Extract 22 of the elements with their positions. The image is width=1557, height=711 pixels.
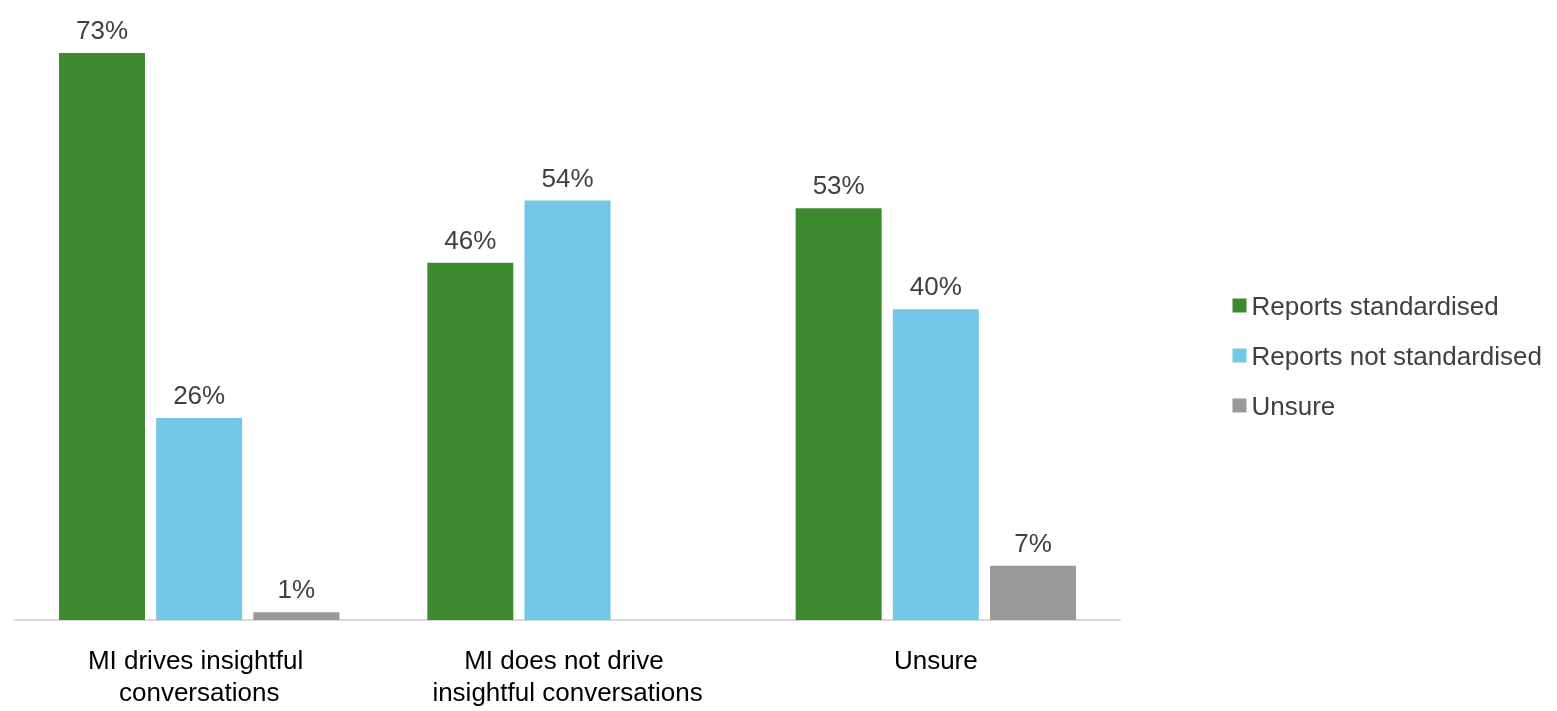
bar xyxy=(427,262,514,620)
bar xyxy=(795,208,882,620)
bar xyxy=(156,418,243,620)
x-tick-label: MI does not drive insightful conversations xyxy=(432,645,703,707)
data-label: 46% xyxy=(444,224,497,255)
data-label: 40% xyxy=(909,271,962,302)
bar xyxy=(990,565,1077,620)
data-label: 26% xyxy=(173,380,226,411)
x-tick-label: MI drives insightful conversations xyxy=(87,645,311,707)
legend-label: Reports not standardised xyxy=(1251,340,1543,371)
data-label: 73% xyxy=(75,15,129,45)
bar xyxy=(253,612,340,620)
bar xyxy=(892,309,979,620)
data-label: 54% xyxy=(541,162,594,193)
bar xyxy=(524,200,611,620)
legend-label: Unsure xyxy=(1251,390,1336,421)
bar xyxy=(58,53,145,620)
legend-label: Reports standardised xyxy=(1251,290,1499,321)
x-tick-label: Unsure xyxy=(893,645,978,675)
data-label: 7% xyxy=(1014,527,1052,558)
data-label: 53% xyxy=(812,170,865,201)
data-label: 1% xyxy=(277,574,316,605)
